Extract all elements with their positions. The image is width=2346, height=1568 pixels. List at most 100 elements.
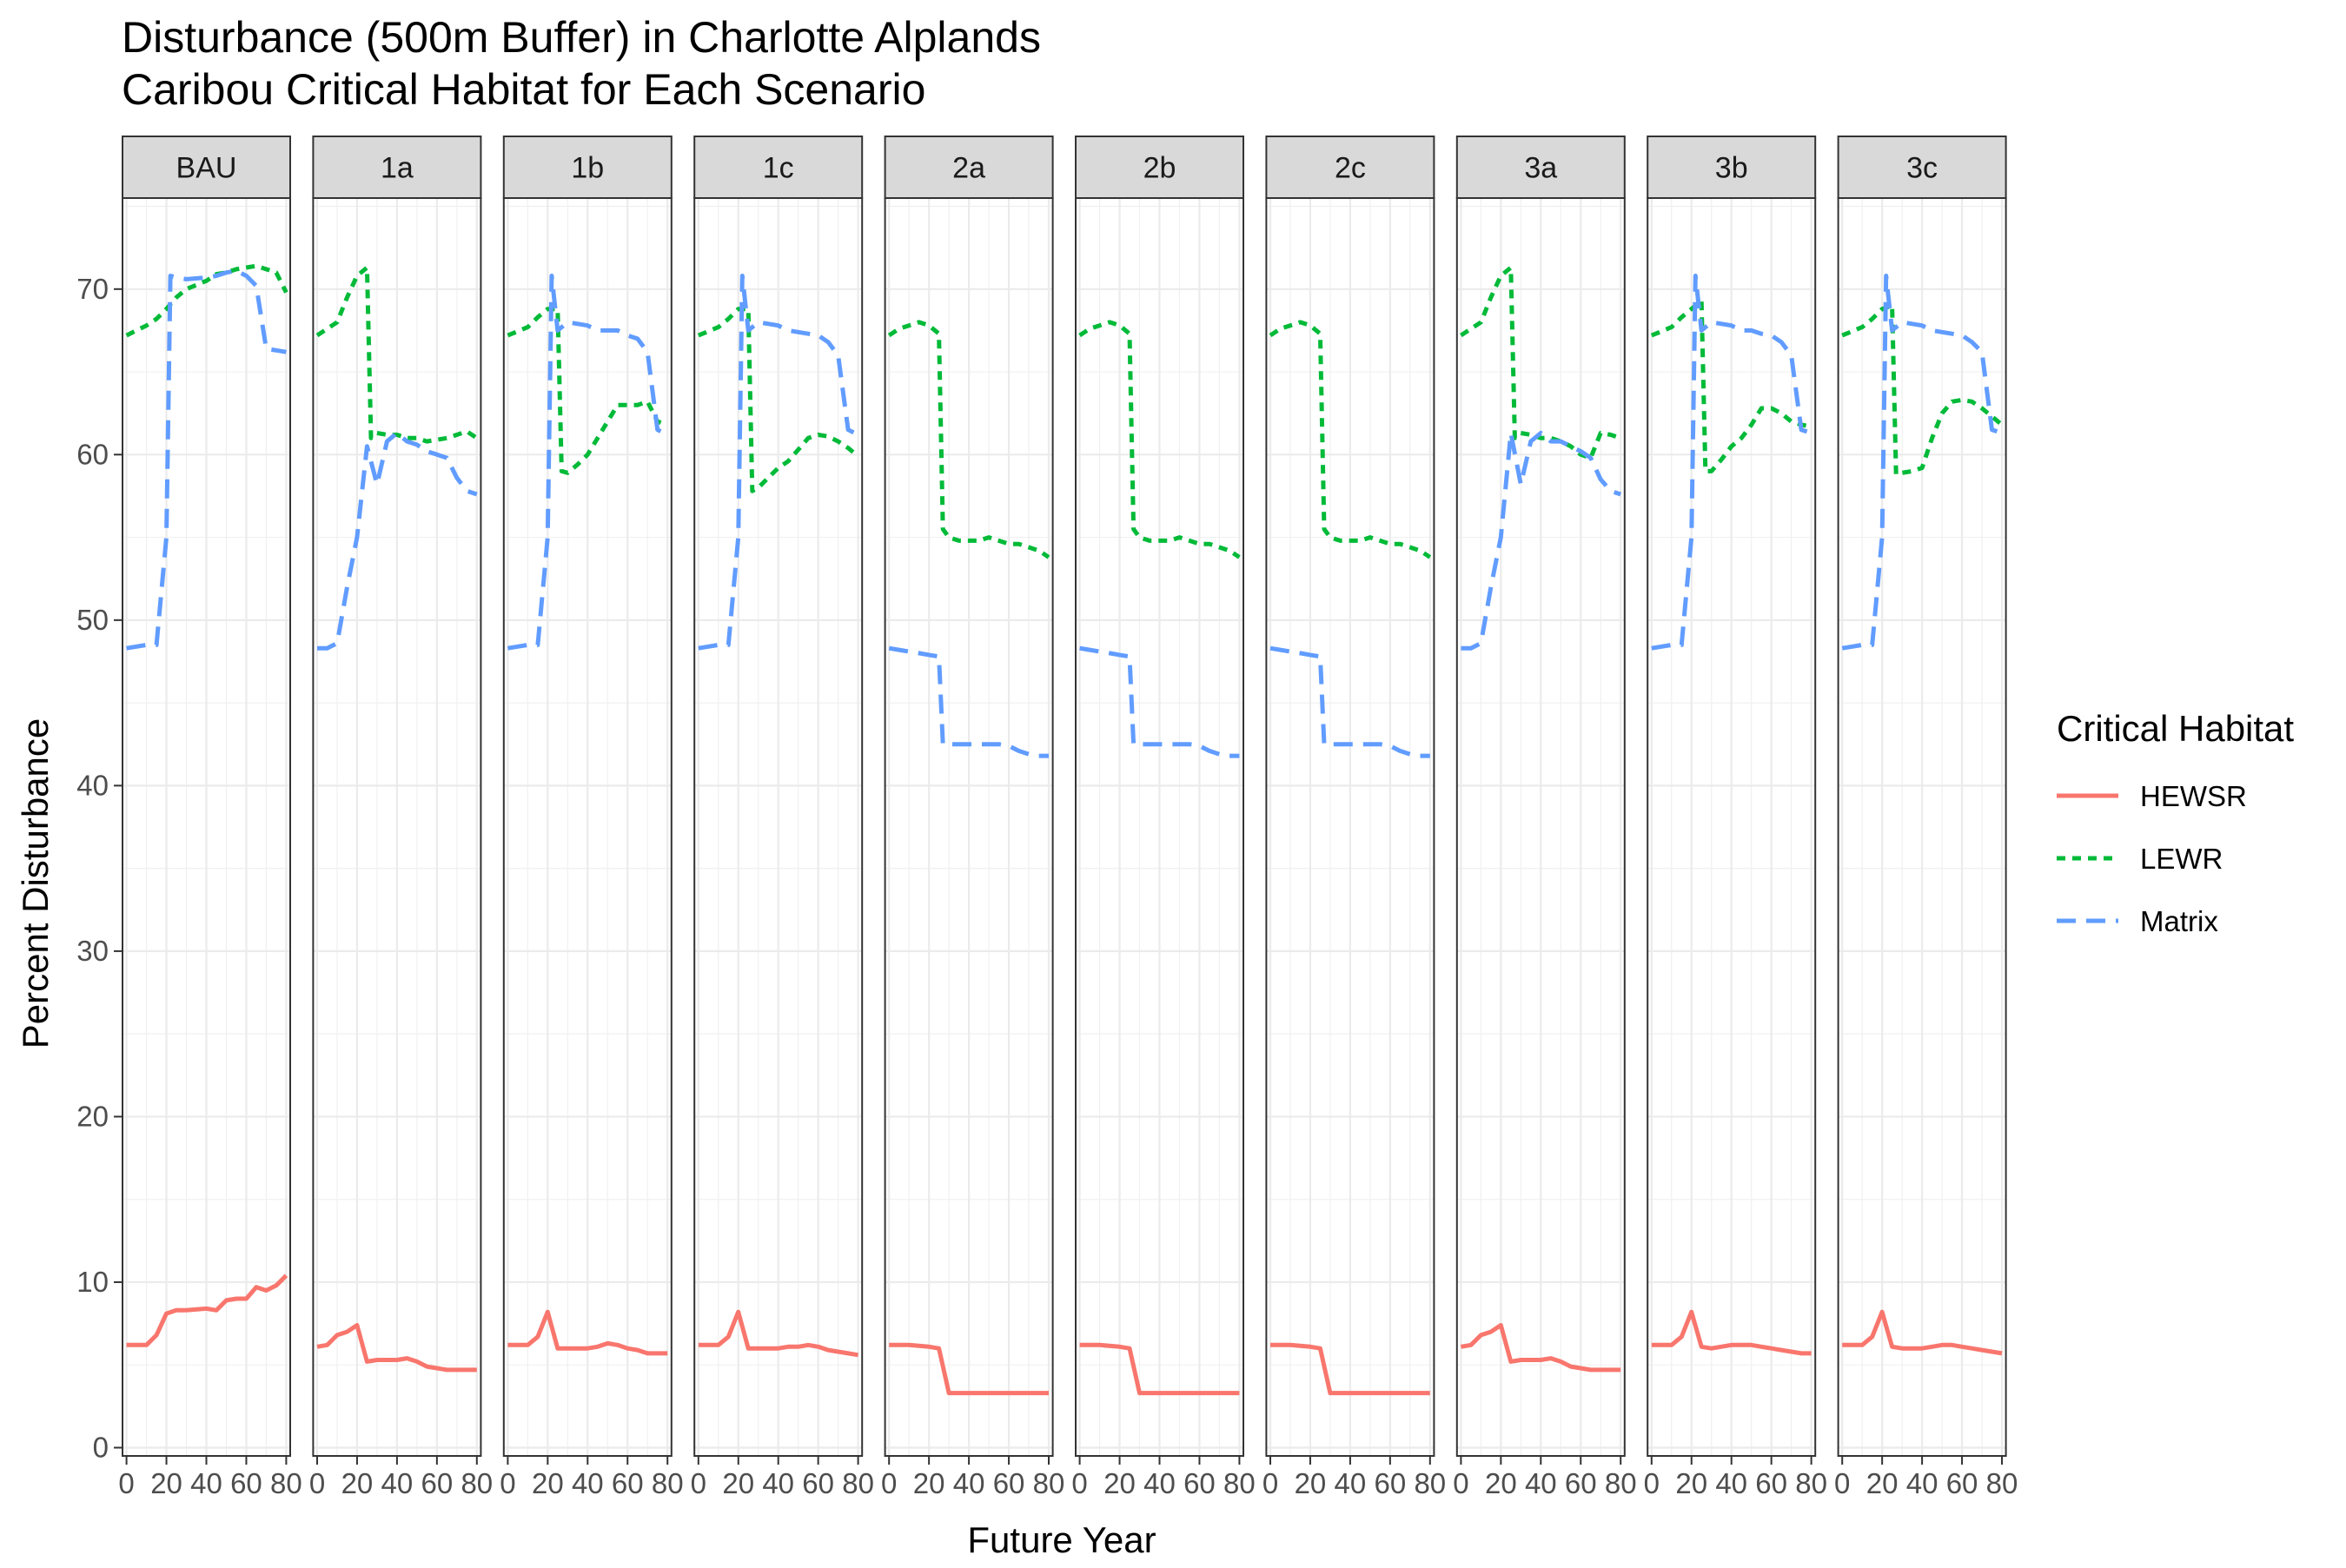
x-axis: 0 20 40 60 80	[309, 1456, 493, 1499]
x-tick-label: 60	[1183, 1467, 1216, 1499]
series-line-hewsr	[1270, 1342, 1430, 1396]
facet-panel-bau: BAU 0 20 40 60 80	[118, 136, 302, 1499]
x-tick-label: 0	[1071, 1467, 1087, 1499]
x-tick-label: 0	[118, 1467, 134, 1499]
x-tick-label: 0	[881, 1467, 897, 1499]
facet-strip-label: 3b	[1715, 152, 1748, 185]
legend-label: Matrix	[2140, 905, 2218, 937]
panel-series	[125, 263, 288, 1347]
x-tick-label: 0	[1262, 1467, 1278, 1499]
x-tick-label: 40	[1525, 1467, 1557, 1499]
x-axis: 0 20 40 60 80	[1644, 1456, 1827, 1499]
facet-panel-3a: 3a 0 20 40 60 80	[1453, 136, 1637, 1499]
facet-strip-label: 3c	[1906, 152, 1938, 185]
panel-series	[1269, 320, 1432, 1396]
facet-panel-2b: 2b 0 20 40 60 80	[1071, 136, 1256, 1499]
series-line-hewsr	[1460, 1323, 1621, 1373]
y-axis-title: Percent Disturbance	[15, 718, 56, 1049]
series-line-lewr	[315, 265, 479, 444]
series-line-hewsr	[889, 1342, 1049, 1396]
y-tick-label: 70	[76, 273, 109, 305]
panel-grid	[1266, 198, 1435, 1456]
y-axis: 0 10 20 30 40 50 60 70	[76, 273, 123, 1463]
x-tick-label: 0	[691, 1467, 706, 1499]
facet-strip	[884, 136, 1054, 199]
x-tick-label: 80	[1795, 1467, 1827, 1499]
legend-title: Critical Habitat	[2057, 708, 2294, 749]
series-line-hewsr	[316, 1323, 477, 1373]
y-tick-label: 30	[76, 935, 109, 967]
x-tick-label: 80	[461, 1467, 493, 1499]
facet-strip	[1837, 136, 2007, 199]
series-line-lewr	[1841, 303, 2004, 477]
x-tick-label: 40	[1143, 1467, 1176, 1499]
x-tick-label: 80	[842, 1467, 874, 1499]
legend-item-lewr: LEWR	[2057, 843, 2223, 875]
panel-series	[1460, 265, 1621, 1373]
x-tick-label: 60	[1565, 1467, 1597, 1499]
series-line-hewsr	[126, 1274, 288, 1347]
x-tick-label: 60	[1374, 1467, 1406, 1499]
x-tick-label: 20	[722, 1467, 754, 1499]
x-tick-label: 60	[612, 1467, 644, 1499]
legend-item-matrix: Matrix	[2057, 905, 2218, 937]
x-tick-label: 40	[190, 1467, 222, 1499]
series-line-hewsr	[1842, 1309, 2003, 1356]
x-axis: 0 20 40 60 80	[1453, 1456, 1637, 1499]
x-tick-label: 0	[1453, 1467, 1468, 1499]
panel-series	[887, 320, 1050, 1396]
y-tick-label: 40	[76, 769, 109, 801]
legend-label: HEWSR	[2140, 780, 2247, 812]
facet-strip	[1647, 136, 1817, 199]
x-tick-label: 80	[1223, 1467, 1256, 1499]
series-line-matrix	[126, 268, 287, 651]
facet-panel-1a: 1a 0 20 40 60 80	[309, 136, 493, 1499]
x-tick-label: 60	[421, 1467, 453, 1499]
legend-label: LEWR	[2140, 843, 2223, 875]
x-axis: 0 20 40 60 80	[1262, 1456, 1446, 1499]
x-tick-label: 20	[532, 1467, 564, 1499]
series-line-matrix	[1461, 431, 1621, 651]
x-axis: 0 20 40 60 80	[1834, 1456, 2018, 1499]
facet-strip	[502, 136, 673, 199]
series-line-lewr	[1078, 320, 1241, 559]
x-tick-label: 60	[802, 1467, 834, 1499]
panel-grid	[123, 198, 290, 1456]
series-line-matrix	[1841, 274, 2003, 651]
y-tick-label: 50	[76, 604, 109, 636]
panel-series	[507, 274, 669, 1356]
x-tick-label: 40	[381, 1467, 414, 1499]
facet-strip	[693, 136, 864, 199]
x-tick-label: 20	[1103, 1467, 1136, 1499]
chart-title-line-2: Caribou Critical Habitat for Each Scenar…	[122, 65, 925, 114]
series-line-lewr	[1650, 298, 1813, 473]
panel-series	[1078, 320, 1241, 1396]
x-tick-label: 60	[1946, 1467, 1978, 1499]
x-tick-label: 0	[309, 1467, 325, 1499]
x-tick-label: 20	[1485, 1467, 1517, 1499]
x-tick-label: 40	[953, 1467, 985, 1499]
facet-strip-label: 1b	[571, 152, 604, 185]
panel-grid	[885, 198, 1053, 1456]
y-tick-label: 20	[76, 1100, 109, 1132]
panel-grid	[313, 198, 481, 1456]
series-line-matrix	[698, 274, 859, 651]
series-line-lewr	[1460, 265, 1621, 460]
x-tick-label: 80	[1986, 1467, 2018, 1499]
series-line-matrix	[1269, 645, 1430, 758]
x-axis: 0 20 40 60 80	[881, 1456, 1064, 1499]
x-tick-label: 20	[1675, 1467, 1707, 1499]
series-line-hewsr	[698, 1309, 859, 1358]
x-tick-label: 0	[1644, 1467, 1660, 1499]
x-tick-label: 80	[270, 1467, 302, 1499]
facet-panel-2c: 2c 0 20 40 60 80	[1262, 136, 1446, 1499]
panel-series	[697, 274, 860, 1358]
x-tick-label: 80	[1033, 1467, 1065, 1499]
x-tick-label: 80	[1414, 1467, 1446, 1499]
series-line-lewr	[507, 307, 668, 475]
facet-panel-1c: 1c 0 20 40 60 80	[691, 136, 874, 1499]
facet-panel-3c: 3c 0 20 40 60 80	[1834, 136, 2018, 1499]
x-axis-title: Future Year	[967, 1519, 1156, 1560]
